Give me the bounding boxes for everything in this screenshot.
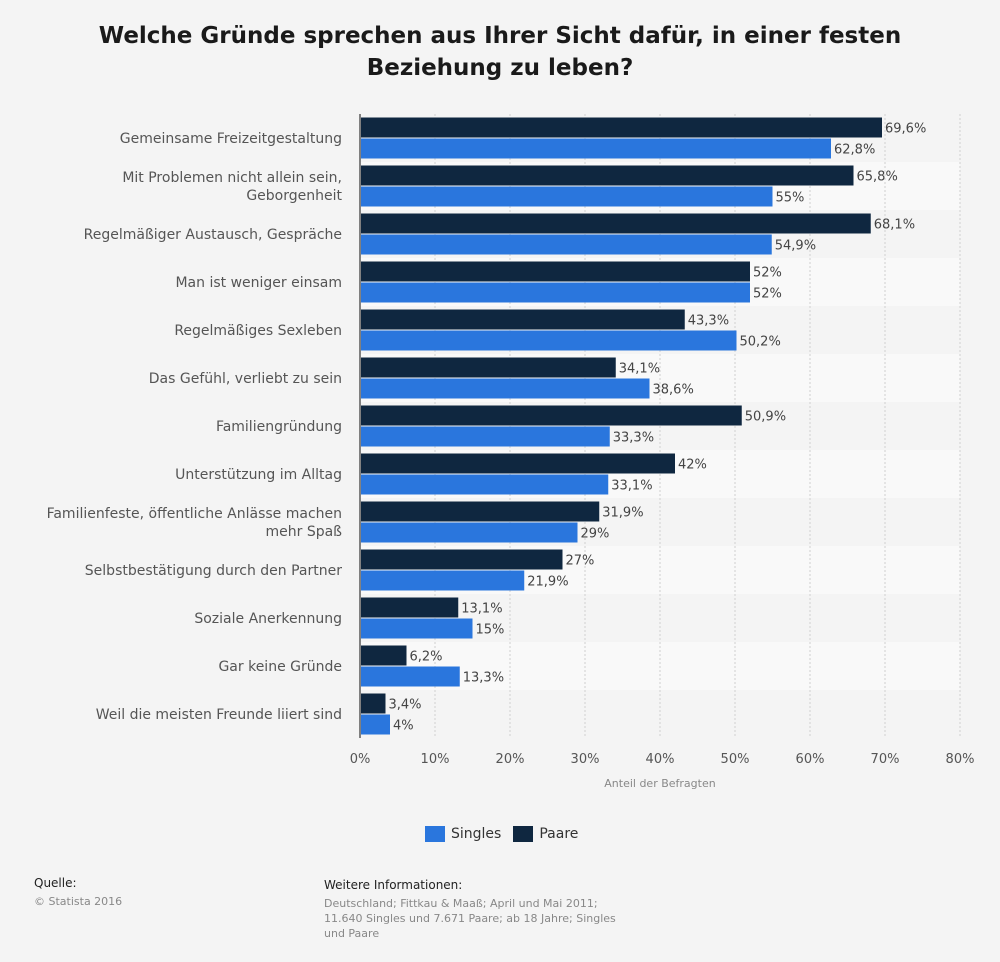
category-label: mehr Spaß bbox=[265, 524, 342, 540]
bar-singles bbox=[361, 666, 460, 687]
category-label: Familienfeste, öffentliche Anlässe mache… bbox=[47, 506, 342, 522]
data-label-paare: 65,8% bbox=[857, 170, 898, 185]
info-line: Deutschland; Fittkau & Maaß; April und M… bbox=[324, 897, 598, 910]
bar-paare bbox=[361, 309, 685, 330]
bar-paare bbox=[361, 357, 616, 378]
chart-title: Welche Gründe sprechen aus Ihrer Sicht d… bbox=[98, 23, 902, 81]
category-label: Soziale Anerkennung bbox=[194, 611, 342, 627]
bar-singles bbox=[361, 282, 750, 303]
data-label-singles: 13,3% bbox=[463, 671, 504, 686]
x-axis-title: Anteil der Befragten bbox=[604, 777, 715, 790]
data-label-paare: 68,1% bbox=[874, 218, 915, 233]
category-label: Man ist weniger einsam bbox=[175, 275, 342, 291]
data-label-singles: 4% bbox=[393, 719, 414, 734]
bar-paare bbox=[361, 645, 407, 666]
bar-singles bbox=[361, 426, 610, 447]
bar-singles bbox=[361, 330, 737, 351]
bar-paare bbox=[361, 117, 882, 138]
data-label-paare: 43,3% bbox=[688, 314, 729, 329]
bar-paare bbox=[361, 405, 742, 426]
category-label: Unterstützung im Alltag bbox=[175, 467, 342, 483]
category-label: Familiengründung bbox=[216, 419, 342, 435]
category-label: Das Gefühl, verliebt zu sein bbox=[149, 371, 342, 387]
data-label-singles: 52% bbox=[753, 287, 782, 302]
legend-label-paare: Paare bbox=[539, 826, 579, 842]
bar-paare bbox=[361, 597, 459, 618]
data-label-singles: 50,2% bbox=[740, 335, 781, 350]
x-tick-label: 60% bbox=[796, 752, 825, 767]
data-label-paare: 27% bbox=[566, 554, 595, 569]
x-tick-label: 30% bbox=[571, 752, 600, 767]
bar-singles bbox=[361, 186, 773, 207]
legend-label-singles: Singles bbox=[451, 826, 502, 842]
bar-singles bbox=[361, 714, 390, 735]
info-block: Weitere Informationen: Deutschland; Fitt… bbox=[324, 878, 624, 941]
legend-swatch-singles bbox=[425, 826, 445, 842]
bar-singles bbox=[361, 618, 473, 639]
x-tick-label: 10% bbox=[421, 752, 450, 767]
source-text: © Statista 2016 bbox=[34, 895, 123, 908]
bar-paare bbox=[361, 501, 600, 522]
category-label: Geborgenheit bbox=[246, 188, 342, 204]
bar-paare bbox=[361, 213, 871, 234]
x-tick-label: 80% bbox=[946, 752, 975, 767]
bar-paare bbox=[361, 549, 563, 570]
bar-singles bbox=[361, 474, 609, 495]
category-label: Weil die meisten Freunde liiert sind bbox=[96, 707, 342, 723]
bar-singles bbox=[361, 378, 650, 399]
bar-chart: 69,6% 62,8% Gemeinsame Freizeitgestaltung 6… bbox=[47, 114, 975, 790]
data-label-singles: 55% bbox=[776, 191, 805, 206]
data-label-paare: 69,6% bbox=[885, 122, 926, 137]
data-label-paare: 52% bbox=[753, 266, 782, 281]
data-label-paare: 6,2% bbox=[410, 650, 443, 665]
data-label-singles: 33,3% bbox=[613, 431, 654, 446]
category-label: Regelmäßiger Austausch, Gespräche bbox=[84, 227, 342, 243]
data-label-paare: 3,4% bbox=[389, 698, 422, 713]
x-tick-label: 70% bbox=[871, 752, 900, 767]
legend-swatch-paare bbox=[513, 826, 534, 842]
data-label-singles: 54,9% bbox=[775, 239, 816, 254]
data-label-paare: 31,9% bbox=[602, 506, 643, 521]
data-label-singles: 29% bbox=[581, 527, 610, 542]
category-label: Selbstbestätigung durch den Partner bbox=[85, 563, 342, 579]
category-label: Gemeinsame Freizeitgestaltung bbox=[120, 131, 342, 147]
bar-paare bbox=[361, 261, 750, 282]
data-label-paare: 13,1% bbox=[461, 602, 502, 617]
data-label-paare: 50,9% bbox=[745, 410, 786, 425]
bar-paare bbox=[361, 693, 386, 714]
legend-item-paare[interactable]: Paare bbox=[513, 826, 578, 842]
bar-singles bbox=[361, 138, 831, 159]
category-label: Gar keine Gründe bbox=[218, 659, 342, 675]
data-label-paare: 34,1% bbox=[619, 362, 660, 377]
x-tick-label: 20% bbox=[496, 752, 525, 767]
info-heading: Weitere Informationen: bbox=[324, 878, 463, 892]
info-line: und Paare bbox=[324, 927, 380, 940]
data-label-singles: 38,6% bbox=[653, 383, 694, 398]
data-label-paare: 42% bbox=[678, 458, 707, 473]
data-label-singles: 21,9% bbox=[527, 575, 568, 590]
category-label: Regelmäßiges Sexleben bbox=[174, 323, 342, 339]
x-tick-label: 40% bbox=[646, 752, 675, 767]
bar-paare bbox=[361, 165, 854, 186]
info-line: 11.640 Singles und 7.671 Paare; ab 18 Ja… bbox=[324, 912, 616, 925]
data-label-singles: 62,8% bbox=[834, 143, 875, 158]
x-tick-label: 0% bbox=[350, 752, 371, 767]
data-label-singles: 33,1% bbox=[611, 479, 652, 494]
bar-singles bbox=[361, 234, 772, 255]
legend-item-singles[interactable]: Singles bbox=[425, 826, 501, 842]
bar-singles bbox=[361, 570, 525, 591]
info-text: Deutschland; Fittkau & Maaß; April und M… bbox=[324, 896, 624, 941]
bar-singles bbox=[361, 522, 578, 543]
category-label: Mit Problemen nicht allein sein, bbox=[122, 170, 342, 186]
source-block: Quelle: © Statista 2016 bbox=[34, 876, 122, 909]
data-label-singles: 15% bbox=[476, 623, 505, 638]
x-tick-label: 50% bbox=[721, 752, 750, 767]
source-heading: Quelle: bbox=[34, 876, 77, 890]
bar-paare bbox=[361, 453, 675, 474]
legend: Singles Paare bbox=[425, 826, 590, 842]
